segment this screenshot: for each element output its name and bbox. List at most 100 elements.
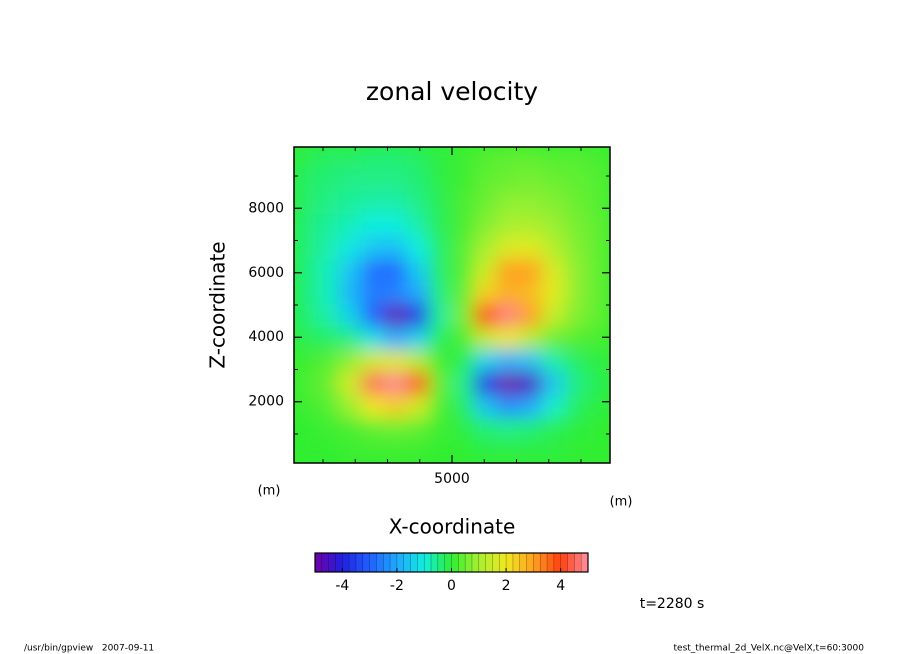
colorbar-swatch (437, 553, 445, 572)
colorbar-swatch (342, 553, 350, 572)
heatmap-cell (474, 327, 498, 351)
heatmap-cell (451, 147, 476, 171)
heatmap-cell (428, 417, 453, 441)
heatmap-cell (406, 394, 430, 419)
heatmap-cell (294, 327, 318, 351)
heatmap-cell (361, 214, 385, 238)
heatmap-cell (519, 259, 543, 283)
heatmap-cell (338, 214, 363, 238)
heatmap-cell (586, 281, 610, 306)
heatmap-cell (541, 147, 566, 171)
y-axis-label: Z-coordinate (206, 241, 230, 368)
heatmap-cell (496, 191, 521, 216)
heatmap-cell (586, 214, 610, 238)
heatmap-cell (586, 439, 610, 463)
heatmap-cell (451, 304, 476, 329)
heatmap-cell (519, 169, 543, 193)
colorbar-swatch (417, 553, 425, 572)
heatmap-cell (383, 147, 408, 171)
heatmap-cell (541, 372, 566, 396)
heatmap-cell (361, 417, 385, 441)
heatmap-cell (564, 304, 588, 329)
heatmap-cell (519, 417, 543, 441)
heatmap-cell (519, 281, 543, 306)
colorbar-swatch (335, 553, 343, 572)
footer-left: /usr/bin/gpview 2007-09-11 (24, 644, 154, 654)
heatmap-cell (338, 417, 363, 441)
heatmap-cell (496, 281, 521, 306)
heatmap-cell (338, 147, 363, 171)
heatmap-cell (316, 191, 340, 216)
colorbar-swatch (485, 553, 493, 572)
colorbar-swatch (396, 553, 405, 572)
heatmap-cell (496, 372, 521, 396)
heatmap-cell (451, 439, 476, 463)
heatmap-cell (383, 169, 408, 193)
heatmap-cell (541, 304, 566, 329)
heatmap-cell (541, 281, 566, 306)
heatmap-cell (586, 349, 610, 374)
heatmap-cell (361, 259, 385, 283)
heatmap-cell (383, 259, 408, 283)
heatmap-cell (451, 372, 476, 396)
heatmap-cell (338, 394, 363, 419)
heatmap-cell (496, 214, 521, 238)
colorbar: -4 -2 0 2 4 (314, 552, 589, 594)
colorbar-swatch (499, 553, 507, 572)
colorbar-swatch (376, 553, 384, 572)
y-tick-label: 2000 (248, 394, 284, 410)
heatmap-cell (564, 372, 588, 396)
heatmap-cell (541, 214, 566, 238)
heatmap-cell (474, 372, 498, 396)
heatmap-cell (338, 281, 363, 306)
heatmap-cell (428, 169, 453, 193)
heatmap-cell (519, 214, 543, 238)
heatmap-cell (406, 349, 430, 374)
heatmap-cell (586, 394, 610, 419)
heatmap-cell (316, 281, 340, 306)
heatmap-cell (361, 327, 385, 351)
heatmap-cell (406, 372, 430, 396)
heatmap-cell (474, 349, 498, 374)
heatmap-cell (294, 191, 318, 216)
heatmap-cell (564, 327, 588, 351)
colorbar-swatch (547, 553, 555, 572)
colorbar-swatch (540, 553, 548, 572)
heatmap-cell (406, 417, 430, 441)
heatmap-cell (474, 236, 498, 261)
heatmap-cell (383, 372, 408, 396)
heatmap-cell (474, 304, 498, 329)
x-tick-label: 5000 (434, 471, 470, 487)
heatmap-cell (294, 259, 318, 283)
x-unit: (m) (610, 495, 633, 510)
heatmap-cell (383, 439, 408, 463)
heatmap-cell (383, 281, 408, 306)
heatmap-cell (474, 281, 498, 306)
colorbar-swatch (321, 553, 329, 572)
heatmap-cell (564, 259, 588, 283)
heatmap-cell (541, 236, 566, 261)
heatmap-cell (496, 439, 521, 463)
heatmap-cell (316, 169, 340, 193)
heatmap-cell (586, 372, 610, 396)
y-unit: (m) (258, 484, 281, 499)
heatmap-cell (541, 417, 566, 441)
heatmap-cell (451, 169, 476, 193)
colorbar-swatch (355, 553, 364, 572)
heatmap-cell (451, 417, 476, 441)
heatmap-cell (316, 417, 340, 441)
heatmap-cell (586, 169, 610, 193)
y-tick-label: 6000 (248, 265, 284, 281)
heatmap-cell (338, 191, 363, 216)
heatmap (294, 147, 610, 463)
heatmap-cell (428, 259, 453, 283)
heatmap-cell (316, 259, 340, 283)
heatmap-cell (496, 259, 521, 283)
heatmap-cell (428, 327, 453, 351)
heatmap-cell (361, 372, 385, 396)
heatmap-cell (496, 417, 521, 441)
heatmap-cell (406, 236, 430, 261)
heatmap-cell (428, 236, 453, 261)
heatmap-cell (294, 417, 318, 441)
heatmap-cell (541, 259, 566, 283)
